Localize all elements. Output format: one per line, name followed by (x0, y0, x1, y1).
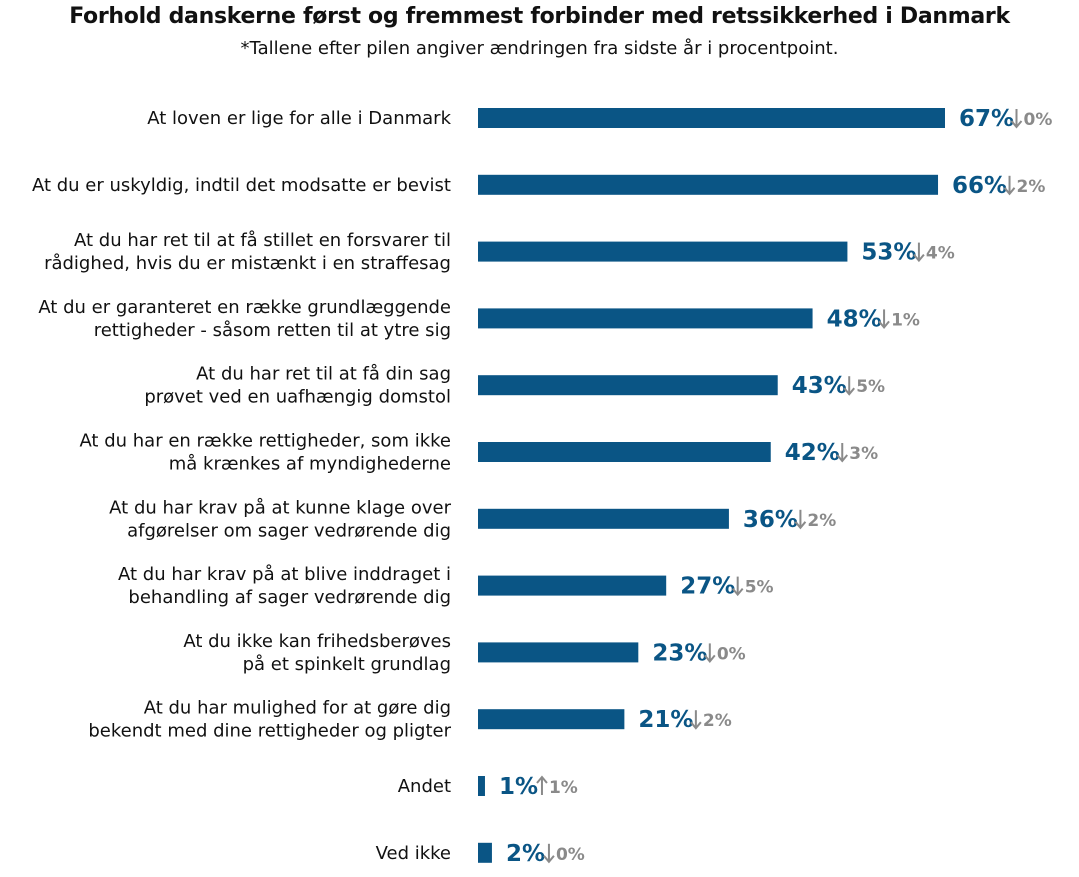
bar (478, 842, 492, 863)
change-label: 4% (926, 244, 955, 264)
category-label: Andet (398, 776, 451, 797)
value-label: 27% (680, 574, 735, 600)
category-label: At du har ret til at få stillet en forsv… (44, 230, 451, 274)
value-label: 53% (861, 240, 916, 266)
change-label: 2% (807, 511, 836, 531)
bar (478, 709, 625, 730)
change-label: 0% (1024, 110, 1053, 130)
bar (478, 575, 667, 596)
bar (478, 642, 639, 663)
change-label: 2% (703, 711, 732, 731)
arrow-down-icon (913, 242, 925, 263)
value-label: 21% (638, 707, 693, 733)
arrow-down-icon (843, 376, 855, 396)
change-label: 5% (856, 377, 885, 397)
category-label: At du er uskyldig, indtil det modsatte e… (32, 175, 451, 196)
category-label: At du er garanteret en række grundlæggen… (38, 297, 451, 341)
value-label: 1% (499, 774, 538, 800)
arrow-up-icon (536, 775, 548, 795)
bar (478, 241, 848, 262)
category-label: At loven er lige for alle i Danmark (147, 108, 451, 129)
arrow-down-icon (1003, 175, 1016, 196)
bar (478, 308, 813, 329)
arrow-down-icon (704, 643, 716, 663)
change-label: 3% (849, 444, 878, 464)
arrow-down-icon (836, 443, 849, 463)
chart-title: Forhold danskerne først og fremmest forb… (69, 4, 1010, 29)
value-label: 42% (785, 440, 840, 466)
arrow-down-icon (794, 509, 807, 530)
change-label: 1% (549, 778, 578, 798)
bar (478, 375, 778, 396)
arrow-down-icon (1010, 109, 1023, 129)
bar (478, 776, 485, 796)
category-label: At du har ret til at få din sag prøvet ve… (144, 364, 451, 408)
arrow-down-icon (731, 576, 744, 597)
chart-subtitle: *Tallene efter pilen angiver ændringen f… (240, 38, 839, 59)
bar (478, 442, 771, 462)
bar (478, 174, 939, 195)
value-label: 36% (743, 507, 798, 533)
value-label: 2% (506, 841, 545, 867)
bar (478, 508, 729, 529)
category-label: At du har en række rettigheder, som ikke… (79, 431, 451, 475)
value-label: 43% (792, 373, 847, 399)
arrow-down-icon (878, 309, 890, 329)
change-label: 2% (1017, 177, 1046, 197)
value-label: 67% (959, 106, 1014, 132)
arrow-down-icon (543, 843, 555, 864)
category-label: Ved ikke (376, 843, 451, 864)
arrow-down-icon (690, 710, 702, 730)
value-label: 66% (952, 173, 1007, 199)
category-label: At du har mulighed for at gøre dig bekend… (88, 698, 451, 742)
change-label: 0% (556, 845, 585, 865)
category-label: At du har krav på at blive inddraget i be… (118, 564, 451, 608)
change-label: 1% (891, 310, 920, 330)
bar (478, 108, 945, 128)
category-label: At du har krav på at kunne klage over afg… (109, 497, 451, 541)
change-label: 0% (717, 644, 746, 664)
change-label: 5% (745, 578, 774, 598)
category-label: At du ikke kan frihedsberøves på et spink… (183, 631, 451, 675)
value-label: 23% (652, 640, 707, 666)
value-label: 48% (827, 306, 882, 332)
